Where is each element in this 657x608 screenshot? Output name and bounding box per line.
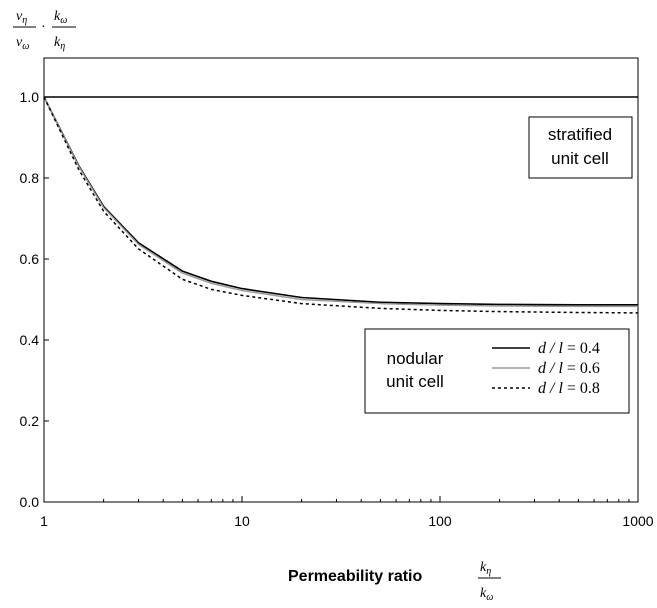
stratified-line1: stratified xyxy=(548,125,612,144)
y-tick-label: 0.4 xyxy=(20,332,40,348)
y-label-left-num: vη xyxy=(16,9,27,26)
x-label-num: kη xyxy=(480,560,491,577)
y-axis-label: vη vω · kω kη xyxy=(13,9,76,52)
y-tick-label: 1.0 xyxy=(20,89,40,105)
x-label-den: kω xyxy=(480,586,493,603)
y-label-right-den: kη xyxy=(54,35,65,52)
plot-frame xyxy=(43,57,639,503)
series-line-2 xyxy=(43,96,638,308)
nodular-line2: unit cell xyxy=(386,372,444,391)
y-tick-label: 0.6 xyxy=(20,251,40,267)
legend-label-2: d / l = 0.6 xyxy=(538,360,600,377)
y-label-right-num: kω xyxy=(54,9,67,26)
legend-label-3: d / l = 0.8 xyxy=(538,380,600,397)
y-tick-label: 0.2 xyxy=(20,413,40,429)
x-label-text: Permeability ratio xyxy=(288,568,423,585)
y-axis: 0.0 0.2 0.4 0.6 0.8 1.0 xyxy=(20,89,49,510)
x-tick-label: 100 xyxy=(428,513,452,529)
y-tick-label: 0.8 xyxy=(20,170,40,186)
nodular-line1: nodular xyxy=(387,349,444,368)
series-group xyxy=(43,96,639,314)
y-label-op: · xyxy=(41,20,46,35)
y-label-left-den: vω xyxy=(16,35,29,52)
x-axis: 1 10 100 1000 xyxy=(40,496,654,529)
legend-box xyxy=(364,328,630,414)
stratified-annotation: stratified unit cell xyxy=(528,116,633,179)
series-line-3 xyxy=(43,96,639,314)
x-axis-label: Permeability ratio kη kω xyxy=(288,560,501,603)
legend: nodular unit cell d / l = 0.4 d / l = 0.6… xyxy=(364,328,630,414)
x-tick-label: 10 xyxy=(234,513,250,529)
x-tick-label: 1 xyxy=(40,513,48,529)
stratified-box xyxy=(528,116,633,179)
legend-label-1: d / l = 0.4 xyxy=(538,340,600,357)
x-tick-label: 1000 xyxy=(622,513,653,529)
y-tick-label: 0.0 xyxy=(20,494,40,510)
stratified-line2: unit cell xyxy=(551,149,609,168)
